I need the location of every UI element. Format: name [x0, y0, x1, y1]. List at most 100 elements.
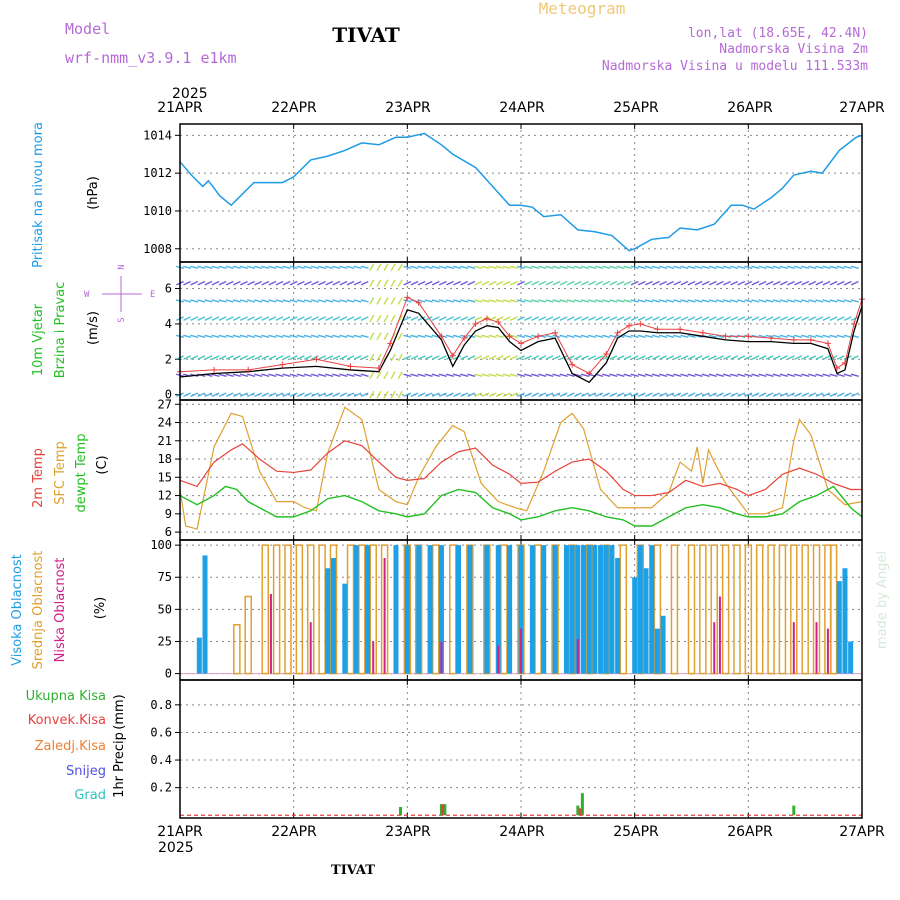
convective-rain-bar: [441, 804, 445, 816]
wind-arrow: [282, 392, 291, 398]
wind-arrow: [822, 392, 831, 398]
wind-arrow: [737, 355, 746, 360]
wind-arrow: [268, 334, 277, 339]
wind-arrow: [247, 316, 255, 321]
wind-arrow: [659, 355, 668, 360]
mid-cloud-bar: [380, 544, 389, 675]
high-cloud-bar: [455, 545, 461, 674]
wind-arrow: [376, 390, 382, 399]
wind-arrow: [751, 392, 760, 398]
wind-arrow: [261, 334, 270, 339]
total-rain-bar: [792, 805, 796, 816]
total-rain-bar: [580, 793, 584, 816]
wind-arrow: [190, 316, 199, 321]
wind-arrow: [815, 392, 824, 398]
wind-arrow: [694, 392, 703, 398]
wind-arrow: [595, 299, 604, 303]
wind-arrow: [651, 373, 661, 377]
wind-arrow: [417, 316, 426, 321]
compass-rose: N S W E: [84, 264, 155, 322]
wind-arrow: [545, 280, 554, 286]
high-cloud-bar: [598, 545, 604, 674]
wind-axis-title: 10m Vjetar Brzina i Pravac (m/s) N S W E: [31, 264, 155, 378]
wind-arrow: [737, 392, 746, 398]
wind-arrow: [538, 299, 547, 303]
wind-arrow: [794, 299, 803, 303]
legend-hail: Grad: [74, 788, 106, 803]
wind-arrow: [715, 373, 724, 377]
wind-arrow: [318, 392, 327, 398]
wind-arrow: [397, 279, 403, 288]
wind-arrow: [666, 280, 675, 286]
wind-arrow: [410, 265, 419, 270]
clouds-ytick-label: 100: [150, 538, 172, 552]
wind-arrow: [822, 373, 831, 377]
pressure-ytick-label: 1008: [143, 242, 172, 256]
wind-arrow: [644, 299, 653, 303]
wind-arrow: [403, 316, 412, 321]
wind-arrow: [390, 297, 396, 305]
wind-arrow: [737, 299, 746, 303]
wind-arrow: [303, 265, 312, 270]
wind-arrow: [630, 280, 639, 286]
wind-arrow: [376, 332, 382, 341]
wind-arrow: [836, 334, 845, 339]
wind-arrow: [376, 314, 382, 323]
wind-arrow: [673, 355, 682, 360]
wind-arrow: [239, 299, 248, 303]
wind-arrow: [517, 392, 525, 398]
wind-arrow: [346, 299, 355, 303]
wind-arrow: [360, 299, 369, 303]
wind-arrow: [801, 373, 810, 377]
wind-arrow: [218, 355, 227, 360]
wind-arrow: [808, 265, 817, 270]
high-cloud-bar: [842, 568, 848, 674]
wind-arrow: [794, 334, 803, 339]
wind-arrow: [708, 299, 717, 303]
wind-arrow: [460, 355, 469, 360]
precip-frame: [179, 679, 863, 819]
wind-gust-marker: [506, 333, 513, 340]
wind-gust-marker: [745, 333, 752, 340]
wind-arrow: [687, 334, 696, 339]
wind-arrow: [474, 280, 483, 286]
wind-arrow: [737, 316, 746, 321]
wind-arrow: [438, 392, 447, 398]
wind-arrow: [659, 334, 668, 339]
wind-arrow: [516, 334, 526, 339]
wind-arrow: [630, 265, 639, 270]
wind-arrow: [637, 299, 646, 303]
wind-arrow: [573, 392, 582, 398]
wind-arrow: [481, 280, 490, 286]
wind-gust-marker: [807, 336, 814, 343]
wind-arrow: [616, 373, 625, 377]
wind-arrow: [296, 280, 305, 286]
wind-arrow: [268, 280, 277, 286]
wind-arrow: [538, 265, 547, 270]
low-cloud-bar: [309, 622, 312, 674]
wind-arrow: [517, 280, 525, 286]
wind-gust-marker: [654, 326, 661, 333]
wind-label-line2: Brzina i Pravac: [53, 282, 68, 379]
wind-arrow: [652, 280, 660, 286]
wind-arrow: [438, 280, 447, 286]
wind-arrow: [673, 299, 682, 303]
wind-arrow: [225, 265, 234, 270]
wind-arrow: [296, 334, 305, 339]
wind-arrow: [218, 392, 227, 398]
wind-arrow: [318, 280, 327, 286]
wind-arrow: [595, 316, 604, 321]
wind-arrow: [438, 373, 447, 377]
wind-arrow: [204, 392, 213, 398]
wind-arrow: [730, 316, 739, 321]
wind-arrow: [680, 392, 689, 398]
wind-arrow: [376, 371, 382, 380]
dewpt-temp-label: dewpt Temp: [74, 433, 89, 512]
wind-arrow: [659, 265, 668, 270]
wind-arrow: [390, 314, 396, 323]
wind-arrow: [332, 265, 341, 270]
wind-arrow: [694, 355, 703, 360]
wind-arrow: [502, 299, 511, 303]
wind-arrow: [289, 316, 298, 321]
wind-arrow: [673, 373, 682, 377]
